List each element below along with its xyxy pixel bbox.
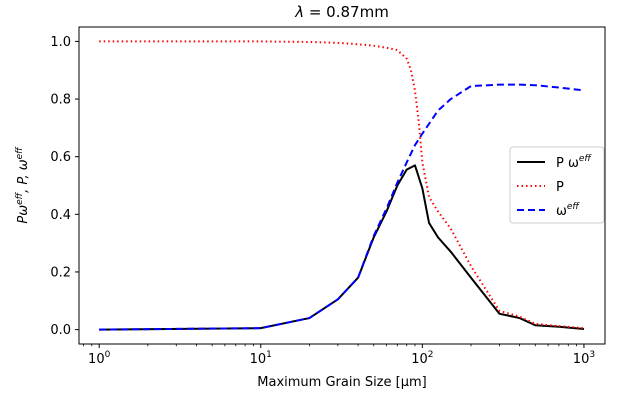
axis-ticks: 0.0 0.2 0.4 0.6 0.8 1.0 100 101 102 103: [50, 26, 606, 367]
axis-labels: λ = 0.87mm Maximum Grain Size [μm] Pωeff, …: [15, 3, 427, 390]
legend-box: [509, 146, 605, 224]
legend: P ωeff Pωeff: [509, 146, 605, 224]
y-tick-label: 0.6: [50, 150, 71, 165]
x-tick-label: 103: [573, 350, 595, 367]
series-line-1: [99, 40, 585, 330]
series-line-2: [99, 83, 585, 331]
x-tick-label: 102: [411, 350, 433, 367]
y-tick-label: 0.0: [50, 323, 71, 338]
legend-label-0: P ωeff: [556, 154, 592, 171]
axes-frame: [78, 26, 606, 345]
y-tick-label: 0.2: [50, 265, 71, 280]
y-tick-label: 0.8: [50, 93, 71, 108]
x-tick-label: 100: [88, 350, 111, 367]
y-tick-label: 1.0: [50, 35, 71, 50]
y-axis-label: Pωeff, P, ωeff: [15, 146, 31, 224]
y-tick-label: 0.4: [50, 208, 71, 223]
plot-area: [99, 40, 585, 331]
x-tick-label: 101: [250, 350, 272, 367]
x-axis-label: Maximum Grain Size [μm]: [257, 375, 426, 390]
legend-label-1: P: [556, 180, 564, 195]
legend-label-2: ωeff: [556, 202, 580, 219]
series-line-0: [99, 164, 585, 331]
chart-title: λ = 0.87mm: [294, 3, 389, 21]
